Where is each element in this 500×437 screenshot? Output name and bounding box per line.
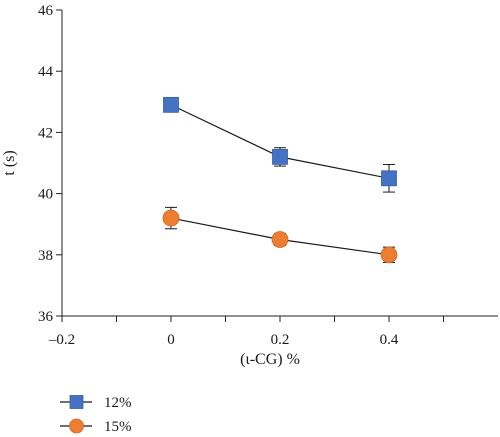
series-layer <box>162 96 398 264</box>
y-tick-label: 44 <box>38 64 54 80</box>
data-point <box>380 246 398 264</box>
legend-item-1: 15% <box>60 418 132 435</box>
x-tick-label: 0.2 <box>271 332 290 348</box>
y-tick-label: 38 <box>38 248 53 264</box>
y-tick-label: 36 <box>38 309 54 325</box>
y-tick-label: 46 <box>38 3 54 19</box>
x-tick-label: 0 <box>167 332 175 348</box>
legend-item-0: 12% <box>60 395 132 411</box>
y-tick-label: 42 <box>38 125 53 141</box>
data-point <box>162 209 180 227</box>
series-1 <box>162 206 398 264</box>
series-line <box>170 104 390 179</box>
legend: 12% 15% <box>60 395 132 435</box>
legend-label: 15% <box>104 419 132 435</box>
y-axis-label: t (s) <box>1 150 18 175</box>
axes: 36 38 40 42 44 46 –0.2 0 0.2 0.4 <box>38 3 498 348</box>
y-tick-label: 40 <box>38 187 53 203</box>
x-tick-label: –0.2 <box>48 332 75 348</box>
x-axis-label: (ι-CG) % <box>240 351 300 368</box>
legend-marker <box>69 395 84 409</box>
legend-marker <box>69 418 84 434</box>
data-point <box>271 231 289 248</box>
x-tick-label: 0.4 <box>380 332 399 348</box>
legend-label: 12% <box>104 395 132 411</box>
series-0 <box>163 96 397 193</box>
data-point <box>163 96 179 113</box>
data-point <box>272 148 288 165</box>
data-point <box>381 170 397 187</box>
